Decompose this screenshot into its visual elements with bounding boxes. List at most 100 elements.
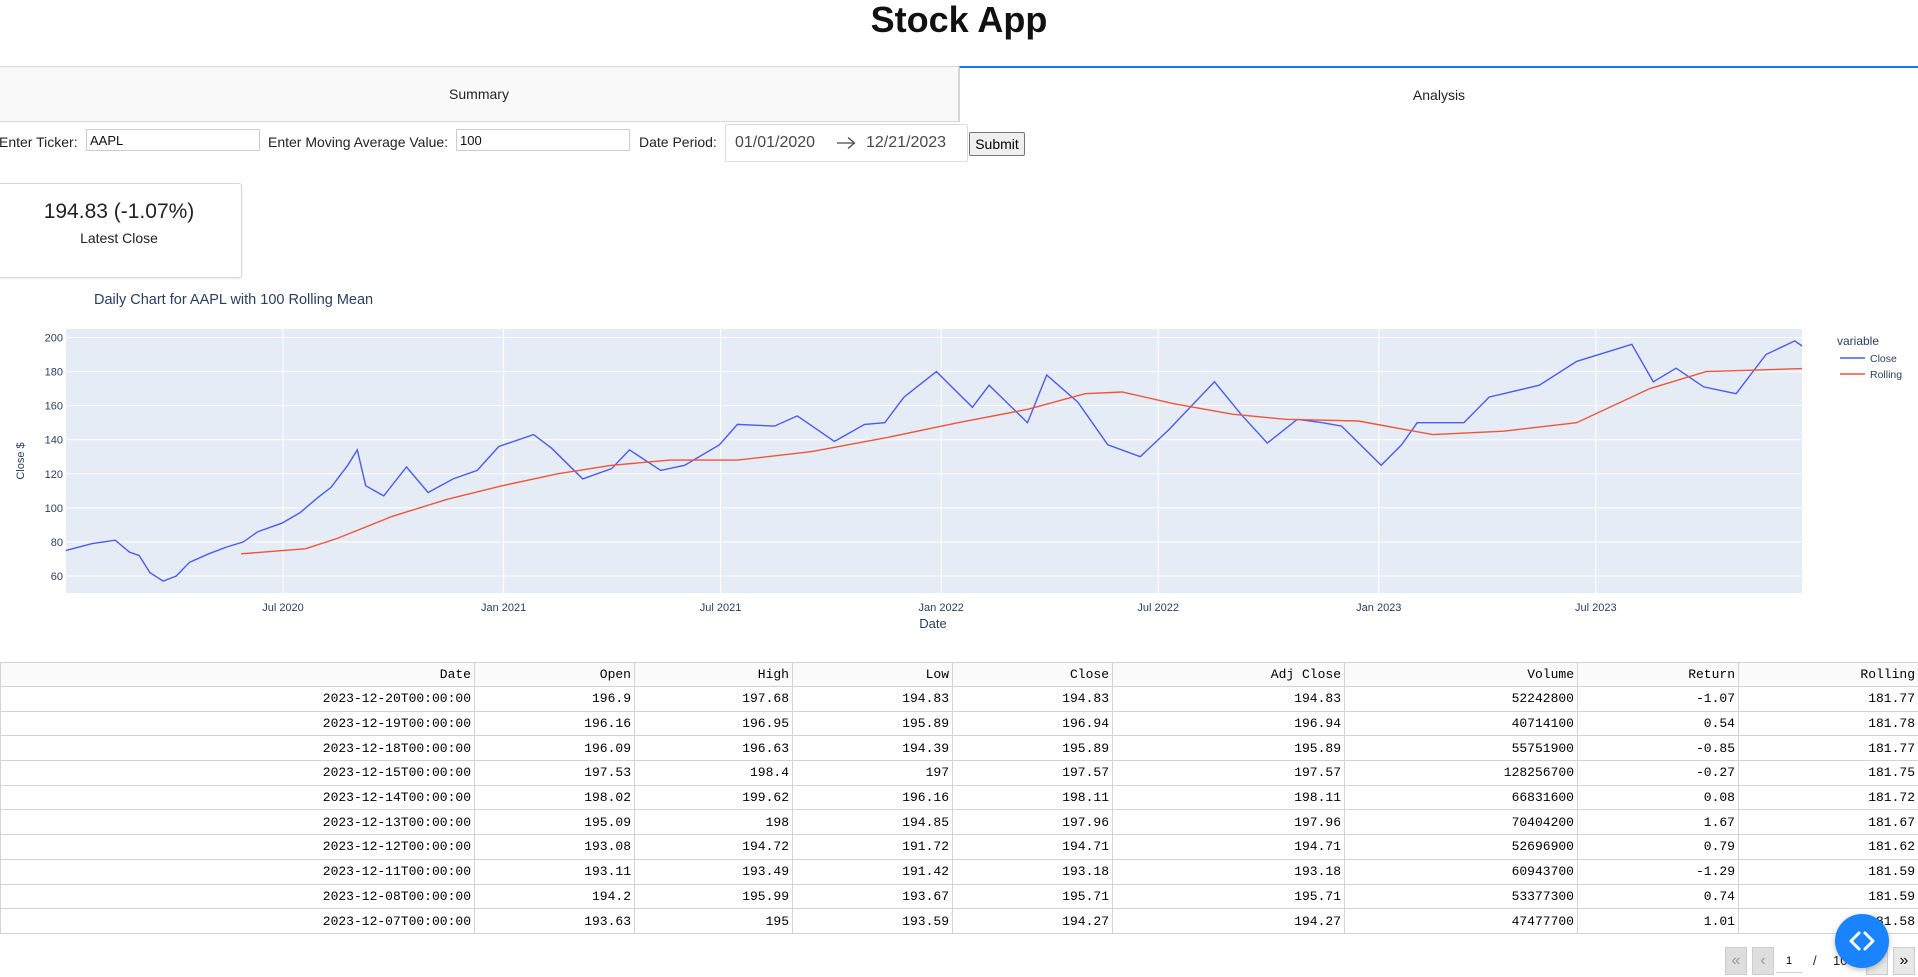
- table-cell: 197.96: [952, 809, 1113, 836]
- dev-tools-toggle-button[interactable]: [1835, 914, 1889, 968]
- table-row: 2023-12-13T00:00:00 195.09 198 194.85 197.96…: [0, 809, 1918, 836]
- table-cell: 2023-12-08T00:00:00: [0, 883, 475, 910]
- controls-bar: Enter Ticker: Enter Moving Average Value…: [0, 124, 1918, 164]
- table-cell: 195.89: [792, 710, 953, 737]
- table-cell: 181.59: [1738, 858, 1918, 885]
- y-tick-label: 80: [51, 537, 63, 549]
- table-cell: 193.18: [952, 858, 1113, 885]
- tab-summary[interactable]: Summary: [0, 66, 959, 122]
- table-cell: -1.29: [1577, 858, 1739, 885]
- table-cell: 194.83: [792, 686, 953, 712]
- date-range-picker: 01/01/2020 12/21/2023: [725, 124, 968, 162]
- table-cell: 0.08: [1577, 784, 1739, 811]
- x-tick-label: Jul 2021: [700, 602, 742, 614]
- chart-title: Daily Chart for AAPL with 100 Rolling Me…: [94, 292, 373, 308]
- table-cell: 195.99: [634, 883, 793, 910]
- ticker-input[interactable]: [86, 129, 260, 151]
- start-date-input[interactable]: 01/01/2020: [735, 134, 816, 151]
- table-cell: 193.59: [792, 908, 953, 934]
- table-cell: 181.59: [1738, 883, 1918, 910]
- table-cell: 194.27: [952, 908, 1113, 934]
- table-cell: 196.95: [634, 710, 793, 737]
- table-cell: 52242800: [1344, 686, 1578, 712]
- legend-rolling-label[interactable]: Rolling: [1870, 369, 1902, 381]
- plot-area: [66, 329, 1802, 593]
- table-cell: 197.68: [634, 686, 793, 712]
- tab-analysis[interactable]: Analysis: [959, 66, 1918, 122]
- table-cell: 194.85: [792, 809, 953, 836]
- table-cell: 55751900: [1344, 735, 1578, 762]
- table-row: 2023-12-20T00:00:00 196.9 197.68 194.83 194.…: [0, 686, 1918, 712]
- table-cell: 2023-12-11T00:00:00: [0, 858, 475, 885]
- table-cell: 196.9: [474, 686, 635, 712]
- table-cell: 193.49: [634, 858, 793, 885]
- table-cell: 181.62: [1738, 834, 1918, 860]
- column-header: Date: [0, 662, 475, 687]
- y-tick-label: 160: [45, 401, 63, 413]
- legend-close-label[interactable]: Close: [1870, 353, 1897, 365]
- table-cell: 53377300: [1344, 883, 1578, 910]
- column-header: Open: [474, 662, 635, 687]
- end-date-input[interactable]: 12/21/2023: [866, 134, 947, 151]
- tab-bar: Summary Analysis: [0, 66, 1918, 122]
- data-table: Date Open High Low Close Adj Close Volume Retur…: [0, 662, 1918, 934]
- y-tick-label: 100: [45, 503, 63, 515]
- y-axis: 60 80 100 120 140 160 180 200: [45, 333, 63, 583]
- table-cell: 181.75: [1738, 760, 1918, 786]
- table-cell: 60943700: [1344, 858, 1578, 885]
- table-cell: 194.83: [952, 686, 1113, 712]
- table-cell: 181.77: [1738, 686, 1918, 712]
- table-cell: 2023-12-19T00:00:00: [0, 710, 475, 737]
- table-cell: 196.94: [1112, 710, 1345, 737]
- series-close-line: [65, 340, 1803, 582]
- table-cell: 197.53: [474, 760, 635, 786]
- submit-button[interactable]: Submit: [969, 132, 1025, 156]
- table-row: 2023-12-07T00:00:00 193.63 195 193.59 194.27…: [0, 908, 1918, 934]
- table-cell: 194.83: [1112, 686, 1345, 712]
- table-cell: 181.72: [1738, 784, 1918, 811]
- y-tick-label: 60: [51, 571, 63, 583]
- table-cell: 40714100: [1344, 710, 1578, 737]
- page-separator: /: [1813, 953, 1817, 968]
- table-cell: 70404200: [1344, 809, 1578, 836]
- table-cell: 196.16: [792, 784, 953, 811]
- last-page-button[interactable]: »: [1893, 947, 1915, 975]
- moving-average-input[interactable]: [456, 129, 630, 151]
- table-row: 2023-12-15T00:00:00 197.53 198.4 197 197.57 1…: [0, 760, 1918, 786]
- table-cell: 193.63: [474, 908, 635, 934]
- legend-title: variable: [1837, 334, 1879, 348]
- table-cell: 181.78: [1738, 710, 1918, 737]
- table-cell: 195.71: [1112, 883, 1345, 910]
- table-cell: 198.11: [1112, 784, 1345, 811]
- table-cell: 198.02: [474, 784, 635, 811]
- table-cell: -1.07: [1577, 686, 1739, 712]
- table-cell: 197: [792, 760, 953, 786]
- table-cell: 198.4: [634, 760, 793, 786]
- price-chart: Daily Chart for AAPL with 100 Rolling Me…: [15, 292, 1902, 631]
- table-cell: 0.79: [1577, 834, 1739, 860]
- table-cell: -0.27: [1577, 760, 1739, 786]
- table-cell: 194.2: [474, 883, 635, 910]
- x-axis: Jul 2020 Jan 2021 Jul 2021 Jan 2022 Jul 2022…: [262, 602, 1616, 614]
- y-tick-label: 200: [45, 333, 63, 345]
- table-cell: 1.01: [1577, 908, 1739, 934]
- table-cell: 197.96: [1112, 809, 1345, 836]
- latest-close-card: 194.83 (-1.07%) Latest Close: [0, 183, 242, 278]
- table-cell: 198: [634, 809, 793, 836]
- table-cell: 196.63: [634, 735, 793, 762]
- table-cell: 2023-12-07T00:00:00: [0, 908, 475, 934]
- table-cell: 2023-12-12T00:00:00: [0, 834, 475, 860]
- table-cell: 66831600: [1344, 784, 1578, 811]
- table-cell: 2023-12-18T00:00:00: [0, 735, 475, 762]
- table-cell: 196.09: [474, 735, 635, 762]
- table-cell: 196.16: [474, 710, 635, 737]
- page-number-input[interactable]: [1776, 949, 1802, 973]
- y-tick-label: 120: [45, 469, 63, 481]
- table-cell: 194.72: [634, 834, 793, 860]
- previous-page-button[interactable]: ‹: [1752, 947, 1774, 975]
- first-page-button[interactable]: «: [1725, 947, 1747, 975]
- table-header-row: Date Open High Low Close Adj Close Volume Retur…: [0, 662, 1918, 687]
- table-row: 2023-12-14T00:00:00 198.02 199.62 196.16 198…: [0, 784, 1918, 811]
- table-row: 2023-12-12T00:00:00 193.08 194.72 191.72 194…: [0, 834, 1918, 860]
- series-rolling-line: [240, 367, 1803, 555]
